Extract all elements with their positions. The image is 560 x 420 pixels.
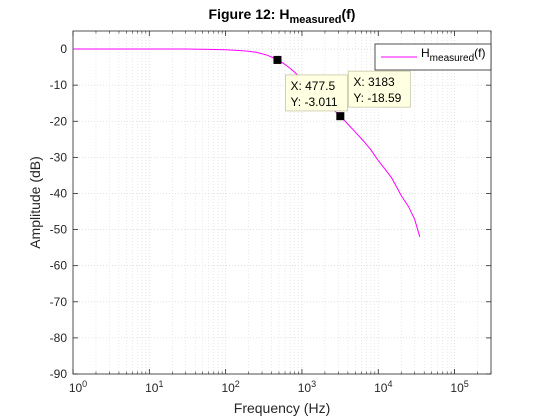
y-tick-labels: 0 -10 -20 -30 -40 -50 -60 -70 -80 -90 [50, 42, 68, 381]
legend-entry-suffix: (f) [474, 46, 485, 60]
chart-title-suffix: (f) [341, 6, 355, 22]
x-tick-label-exponent: 0 [82, 379, 87, 389]
x-tick-label-base: 10 [298, 381, 312, 395]
x-tick-label: 100 [69, 379, 87, 395]
datatip-marker [336, 112, 345, 121]
plot-area [72, 30, 492, 375]
y-tick-label: -10 [50, 78, 68, 92]
grid [72, 31, 492, 375]
x-tick-label: 101 [145, 379, 163, 395]
x-tick-label-base: 10 [145, 381, 159, 395]
datatip-y-label: Y: -3.011 [290, 95, 337, 109]
y-tick-label: -40 [50, 186, 68, 200]
y-tick-label: -20 [50, 114, 68, 128]
y-tick-label: -80 [50, 331, 68, 345]
x-tick-label: 105 [450, 379, 468, 395]
x-tick-label-exponent: 2 [235, 379, 240, 389]
datatips: X: 477.5 Y: -3.011 X: 3183 Y: -18.59 [273, 55, 411, 121]
x-tick-label-exponent: 1 [158, 379, 163, 389]
chart-title-main: Figure 12: H [209, 6, 290, 22]
x-tick-label-exponent: 4 [387, 379, 392, 389]
legend[interactable]: Hmeasured(f) [374, 43, 492, 71]
datatip-box [285, 74, 348, 112]
chart-title: Figure 12: Hmeasured(f) [209, 6, 356, 26]
x-tick-label-exponent: 5 [464, 379, 469, 389]
x-tick-label-base: 10 [450, 381, 464, 395]
chart-title-subscript: measured [289, 14, 341, 26]
x-tick-label: 104 [374, 379, 392, 395]
legend-entry-main: H [421, 46, 430, 60]
legend-entry-subscript: measured [430, 53, 474, 64]
x-tick-label: 103 [298, 379, 316, 395]
datatip-y-label: Y: -18.59 [353, 91, 401, 105]
y-tick-label: -30 [50, 150, 68, 164]
x-tick-label-base: 10 [69, 381, 83, 395]
x-tick-labels: 100 101 102 103 104 105 [69, 379, 469, 395]
y-tick-label: -60 [50, 259, 68, 273]
x-tick-label-base: 10 [374, 381, 388, 395]
axis-ticks [72, 31, 492, 375]
datatip-marker [273, 55, 282, 64]
x-axis-label: Frequency (Hz) [234, 400, 330, 416]
y-tick-label: -90 [50, 367, 68, 381]
x-tick-label-base: 10 [221, 381, 235, 395]
datatip-x-label: X: 477.5 [290, 79, 335, 93]
x-tick-label-exponent: 3 [311, 379, 316, 389]
y-tick-label: -50 [50, 223, 68, 237]
y-tick-label: 0 [60, 42, 67, 56]
y-tick-label: -70 [50, 295, 68, 309]
x-tick-label: 102 [221, 379, 239, 395]
datatip-x-label: X: 3183 [353, 75, 395, 89]
y-axis-label: Amplitude (dB) [27, 156, 43, 249]
datatip-box [347, 70, 411, 108]
legend-entry: Hmeasured(f) [421, 46, 485, 64]
